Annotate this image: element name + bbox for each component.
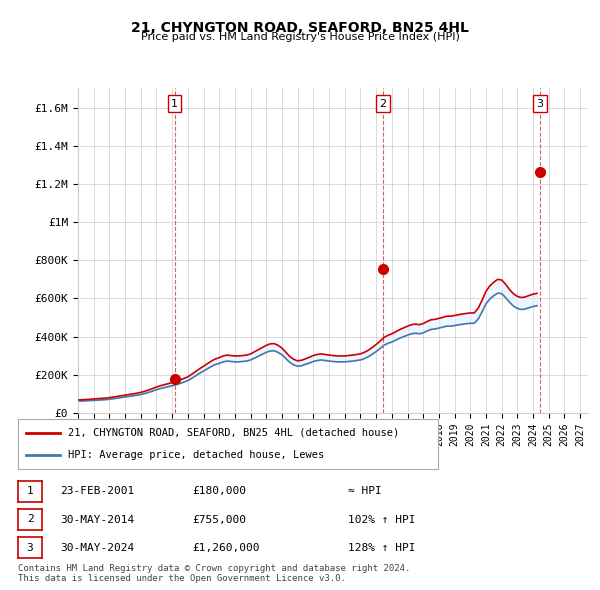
Text: £755,000: £755,000: [192, 515, 246, 525]
Text: 2: 2: [26, 514, 34, 525]
Text: 3: 3: [536, 99, 543, 109]
Text: 1: 1: [26, 486, 34, 496]
Text: Price paid vs. HM Land Registry's House Price Index (HPI): Price paid vs. HM Land Registry's House …: [140, 32, 460, 42]
Text: ≈ HPI: ≈ HPI: [348, 487, 382, 496]
Text: 21, CHYNGTON ROAD, SEAFORD, BN25 4HL (detached house): 21, CHYNGTON ROAD, SEAFORD, BN25 4HL (de…: [68, 428, 400, 438]
Text: 128% ↑ HPI: 128% ↑ HPI: [348, 543, 415, 553]
Text: HPI: Average price, detached house, Lewes: HPI: Average price, detached house, Lewe…: [68, 450, 325, 460]
Text: £180,000: £180,000: [192, 487, 246, 496]
Text: 2: 2: [379, 99, 386, 109]
Text: 21, CHYNGTON ROAD, SEAFORD, BN25 4HL: 21, CHYNGTON ROAD, SEAFORD, BN25 4HL: [131, 21, 469, 35]
Text: 3: 3: [26, 543, 34, 553]
Text: Contains HM Land Registry data © Crown copyright and database right 2024.
This d: Contains HM Land Registry data © Crown c…: [18, 563, 410, 583]
Text: £1,260,000: £1,260,000: [192, 543, 260, 553]
Text: 30-MAY-2014: 30-MAY-2014: [60, 515, 134, 525]
Text: 1: 1: [171, 99, 178, 109]
Text: 23-FEB-2001: 23-FEB-2001: [60, 487, 134, 496]
Text: 102% ↑ HPI: 102% ↑ HPI: [348, 515, 415, 525]
Text: 30-MAY-2024: 30-MAY-2024: [60, 543, 134, 553]
